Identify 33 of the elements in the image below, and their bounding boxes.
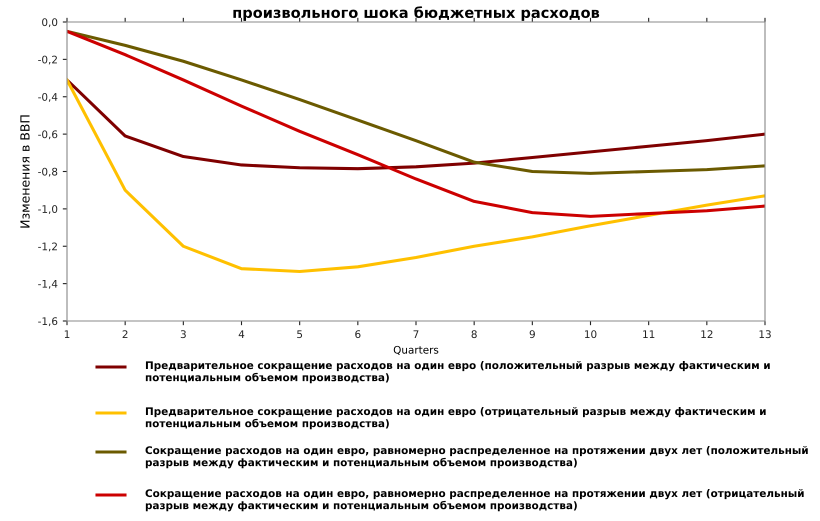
y-tick-label: -1,6	[38, 317, 58, 326]
x-tick-label: 9	[530, 330, 535, 338]
legend-label: Предварительное сокращение расходов на один евро (положительный разрыв между фактическим и потенциальным объемом производства)	[146, 361, 770, 384]
x-tick-label: 7	[414, 330, 418, 338]
y-tick-label: -1,0	[38, 205, 58, 214]
x-tick-label: 11	[643, 330, 654, 338]
y-tick-label: 0,0	[42, 18, 58, 28]
line-series	[67, 30, 765, 175]
x-tick-label: 6	[355, 330, 360, 338]
x-tick-label: 10	[585, 330, 596, 338]
x-tick-label: 2	[122, 330, 128, 338]
x-tick-label: 4	[238, 330, 244, 338]
x-axis-title: Quarters	[394, 346, 438, 355]
y-tick-label: -0,8	[38, 168, 58, 177]
y-axis-title: Изменения в ВВП	[20, 115, 30, 228]
y-tick-label: -1,2	[38, 242, 57, 252]
y-tick-label: -0,4	[38, 92, 58, 102]
x-tick-label: 13	[760, 330, 771, 338]
legend-label: Предварительное сокращение расходов на один евро (отрицательный разрыв между фактическим и потенциальным объемом производства)	[146, 407, 766, 430]
x-tick-label: 8	[472, 330, 477, 338]
x-tick-label: 1	[64, 330, 70, 338]
chart-title: произвольного шока бюджетных расходов	[233, 6, 600, 21]
x-tick-label: 5	[297, 330, 302, 338]
x-tick-label: 3	[180, 330, 186, 338]
x-tick-label: 12	[701, 330, 712, 338]
legend-label: Сокращение расходов на один евро, равномерно распределенное на протяжении двух лет (положительный разрыв между фактическим и потенциальным объемом производства)	[146, 446, 808, 468]
y-tick-label: -0,6	[38, 130, 58, 140]
line-series	[67, 30, 765, 218]
y-tick-label: -0,2	[38, 56, 57, 65]
legend-label: Сокращение расходов на один евро, равномерно распределенное на протяжении двух лет (отрицательный разрыв между фактическим и потенциальным объемом производства)	[146, 489, 804, 512]
line-series	[67, 78, 765, 170]
y-tick-label: -1,4	[38, 280, 58, 289]
line-series	[67, 78, 765, 274]
